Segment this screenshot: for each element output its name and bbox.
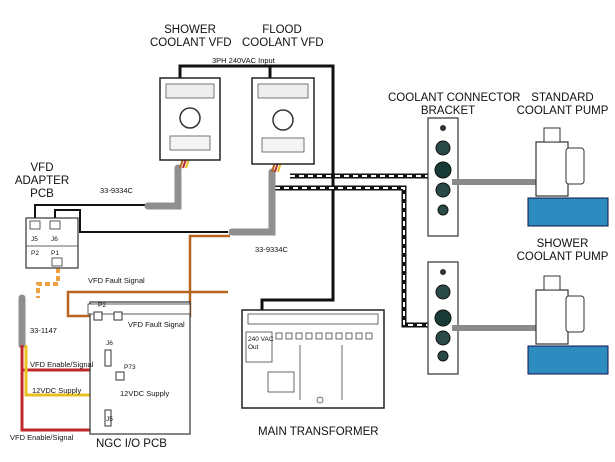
standard-pump-label-line2: COOLANT PUMP: [516, 105, 609, 117]
flood-coolant-vfd: [251, 77, 315, 165]
power-wiring: [178, 64, 335, 320]
io-j5-label: J5: [106, 416, 113, 423]
shower-vfd-label-line1: SHOWER: [164, 24, 216, 36]
fault-signal-label-1: VFD Fault Signal: [88, 276, 145, 285]
input-label: 3PH 240VAC Input: [212, 56, 275, 65]
shower-pump-label-line1: SHOWER: [536, 238, 589, 250]
enable-signal-label-1: VFD Enable/Signal: [30, 360, 94, 369]
cable-33-9334c-b: [228, 168, 276, 236]
shower-coolant-vfd: [159, 77, 221, 161]
shower-pump-label-line2: COOLANT PUMP: [516, 251, 609, 263]
connector-bracket-label-line1: COOLANT CONNECTOR: [388, 92, 521, 104]
transformer-out-line2: Out: [248, 344, 259, 351]
adapter-wires: [34, 204, 228, 233]
transformer-out-label: 240 VAC Out: [248, 336, 274, 352]
transformer-out-line1: 240 VAC: [248, 336, 274, 343]
main-transformer: [241, 309, 385, 409]
motor-cables: [275, 173, 440, 328]
adapter-p2-label: P2: [31, 250, 39, 257]
adapter-pcb-label-line1: VFD: [30, 162, 54, 174]
shower-pump-label: SHOWER COOLANT PUMP: [510, 238, 615, 264]
motor-cable-shower: [275, 185, 440, 328]
enable-wire-j5: [20, 345, 105, 432]
adapter-j6-wire: [54, 209, 228, 233]
cable-bundles: [18, 164, 276, 349]
standard-coolant-pump: [527, 127, 609, 227]
shower-vfd-label-line2: COOLANT VFD: [150, 37, 232, 49]
vfd-adapter-pcb: [25, 217, 79, 269]
cable-33-9334c-a: [144, 164, 182, 210]
input-power-wire: [178, 64, 335, 320]
enable-wire-j6: [20, 345, 105, 372]
supply-label-2: 12VDC Supply: [32, 386, 82, 395]
enable-signal-label-2: VFD Enable/Signal: [10, 433, 74, 442]
fault-signal-label-2: VFD Fault Signal: [128, 320, 185, 329]
io-p73-label: P73: [124, 364, 136, 371]
ngc-io-pcb: [87, 301, 191, 435]
adapter-j6-label: J6: [51, 236, 58, 243]
adapter-pcb-label-line2: ADAPTER: [14, 175, 70, 187]
cable-a-label: 33-9334C: [100, 186, 133, 195]
fault-wire-loop: [66, 290, 228, 318]
adapter-p1-label: P1: [51, 250, 59, 257]
coolant-connector-bracket-bottom: [427, 261, 459, 375]
connector-bracket-label-line2: BRACKET: [420, 105, 476, 117]
adapter-pcb-label-line3: PCB: [30, 188, 54, 200]
flood-vfd-label: FLOOD COOLANT VFD: [242, 24, 324, 50]
supply-label-1: 12VDC Supply: [120, 389, 170, 398]
io-p2-label: P2: [98, 302, 106, 309]
cable-c-label: 33-1147: [30, 326, 57, 335]
standard-pump-label-line1: STANDARD: [531, 92, 594, 104]
coolant-connector-bracket-top: [427, 117, 459, 237]
p1-jumper: [36, 268, 60, 298]
adapter-j5-label: J5: [31, 236, 38, 243]
cable-b-label: 33-9334C: [255, 245, 288, 254]
main-transformer-label: MAIN TRANSFORMER: [258, 426, 379, 438]
adapter-j5-wire: [34, 204, 152, 218]
shower-coolant-pump: [527, 275, 609, 375]
adapter-pcb-label: VFD ADAPTER PCB: [12, 162, 72, 201]
io-j6-label: J6: [106, 340, 113, 347]
flood-vfd-label-line1: FLOOD: [262, 24, 302, 36]
connector-bracket-label: COOLANT CONNECTOR BRACKET: [388, 92, 521, 118]
pump-hoses: [452, 179, 548, 331]
shower-vfd-label: SHOWER COOLANT VFD: [150, 24, 232, 50]
standard-pump-label: STANDARD COOLANT PUMP: [510, 92, 615, 118]
ngc-pcb-label: NGC I/O PCB: [96, 438, 167, 450]
flood-vfd-label-line2: COOLANT VFD: [242, 37, 324, 49]
